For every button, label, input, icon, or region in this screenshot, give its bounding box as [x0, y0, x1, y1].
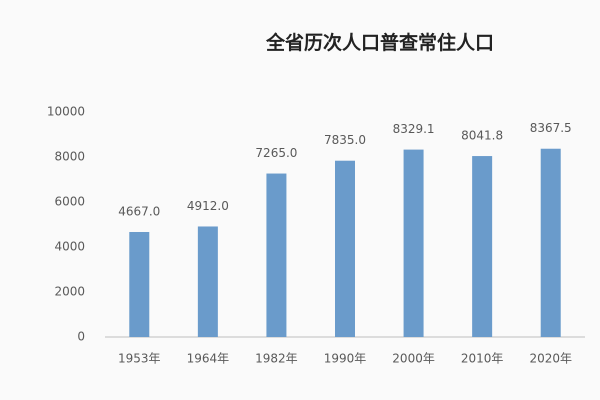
y-tick-label: 6000 [54, 195, 85, 209]
data-label: 8367.5 [530, 121, 572, 135]
y-tick-label: 8000 [54, 150, 85, 164]
x-tick-label: 1953年 [118, 352, 161, 366]
data-label: 4912.0 [187, 199, 229, 213]
bar [403, 149, 424, 337]
data-label: 7835.0 [324, 133, 366, 147]
x-tick-label: 1964年 [187, 352, 230, 366]
bar [335, 160, 355, 337]
y-tick-label: 2000 [54, 285, 85, 299]
bar [472, 156, 493, 337]
x-tick-label: 2020年 [529, 352, 572, 366]
y-tick-label: 10000 [47, 105, 85, 119]
bar [129, 231, 150, 337]
y-tick-label: 4000 [54, 240, 85, 254]
data-label: 4667.0 [118, 204, 160, 218]
y-tick-label: 0 [77, 330, 85, 344]
x-tick-label: 1990年 [324, 352, 367, 366]
x-tick-label: 2000年 [392, 352, 435, 366]
bar [266, 173, 287, 337]
bar [197, 226, 218, 337]
chart-title: 全省历次人口普查常住人口 [265, 31, 494, 54]
data-label: 7265.0 [255, 146, 297, 160]
x-tick-label: 1982年 [255, 352, 298, 366]
bar [540, 148, 561, 337]
data-label: 8041.8 [461, 129, 503, 143]
x-tick-label: 2010年 [461, 352, 504, 366]
data-label: 8329.1 [393, 122, 435, 136]
